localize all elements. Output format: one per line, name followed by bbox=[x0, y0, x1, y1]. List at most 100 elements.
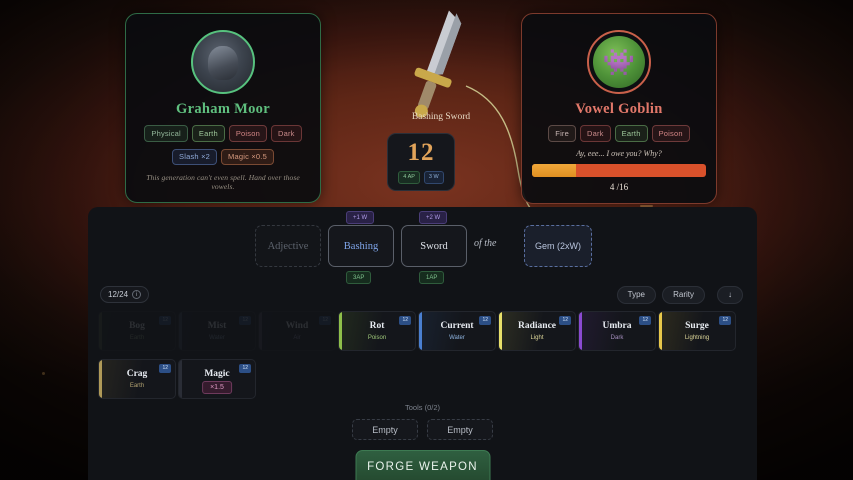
card-element: Dark bbox=[610, 335, 624, 341]
letter-counter[interactable]: 12/24 i bbox=[100, 286, 150, 303]
forge-weapon-button[interactable]: FORGE WEAPON bbox=[355, 450, 490, 480]
weapon-name: Bashing Sword bbox=[411, 112, 471, 122]
inventory-card[interactable]: Umbra Dark 12 bbox=[578, 311, 656, 351]
forge-panel: Adjective +1 W Bashing 3AP +2 W Sword 1A… bbox=[88, 207, 757, 480]
filter-rarity-button[interactable]: Rarity bbox=[662, 286, 705, 304]
word-builder: Adjective +1 W Bashing 3AP +2 W Sword 1A… bbox=[88, 207, 757, 284]
card-grid: Bog Earth 12 Mist Water 12 Wind Air 12 Rot Poison 1… bbox=[98, 311, 747, 399]
card-count-badge: 12 bbox=[239, 316, 251, 325]
enemy-panel: 👾 Vowel Goblin Fire Dark Earth Poison Ay… bbox=[521, 13, 717, 204]
card-accent-bar bbox=[659, 312, 662, 350]
card-title: Surge bbox=[685, 321, 709, 331]
inventory-card[interactable]: Bog Earth 12 bbox=[98, 311, 176, 351]
player-name: Graham Moor bbox=[176, 101, 270, 117]
player-avatar-figure bbox=[208, 46, 238, 81]
connector-text: of the bbox=[474, 238, 497, 249]
enemy-health-text: 4 /16 bbox=[609, 181, 629, 192]
enemy-tag-row: Fire Dark Earth Poison bbox=[532, 125, 706, 142]
card-count-badge: 12 bbox=[319, 316, 331, 325]
player-tag: Poison bbox=[228, 125, 267, 142]
card-count-badge: 12 bbox=[559, 316, 571, 325]
enemy-name: Vowel Goblin bbox=[575, 101, 663, 117]
card-title: Crag bbox=[126, 369, 148, 379]
card-multiplier-badge: ×1.5 bbox=[202, 381, 232, 394]
enemy-dialogue: Ay, eee... I owe you? Why? bbox=[576, 148, 662, 158]
damage-value: 12 bbox=[407, 139, 435, 167]
player-tag: Earth bbox=[191, 125, 225, 142]
enemy-health-fill bbox=[532, 163, 576, 177]
player-modifier: Magic ×0.5 bbox=[221, 148, 274, 165]
card-accent-bar bbox=[419, 312, 422, 350]
card-element: Lightning bbox=[684, 335, 710, 341]
slot-word-bashing[interactable]: Bashing bbox=[328, 225, 394, 267]
inventory-card[interactable]: Rot Poison 12 bbox=[338, 311, 416, 351]
enemy-avatar: 👾 bbox=[587, 30, 651, 94]
card-accent-bar bbox=[259, 312, 262, 350]
card-title: Umbra bbox=[602, 321, 632, 331]
damage-card: 12 4 AP 3 W bbox=[387, 133, 455, 191]
card-element: Air bbox=[293, 335, 301, 341]
enemy-health-bar bbox=[532, 163, 706, 177]
player-tag: Physical bbox=[144, 125, 188, 142]
card-count-badge: 12 bbox=[159, 364, 171, 373]
tool-slot-1[interactable]: Empty bbox=[352, 419, 418, 440]
slot-adjective[interactable]: Adjective bbox=[255, 225, 321, 267]
card-count-badge: 12 bbox=[479, 316, 491, 325]
card-title: Magic bbox=[204, 369, 230, 379]
bonus-badge-two: +2 W bbox=[419, 211, 448, 224]
player-tag-row: Physical Earth Poison Dark bbox=[136, 125, 310, 142]
weight-badge: 3 W bbox=[423, 171, 444, 184]
inventory-card[interactable]: Crag Earth 12 bbox=[98, 359, 176, 399]
info-icon[interactable]: i bbox=[132, 290, 142, 299]
inventory-card[interactable]: Radiance Light 12 bbox=[498, 311, 576, 351]
inventory-toolbar: 12/24 i Type Rarity ↓ bbox=[88, 286, 757, 310]
letter-counter-value: 12/24 bbox=[108, 290, 129, 299]
card-element: Earth bbox=[129, 383, 145, 389]
enemy-tag: Poison bbox=[651, 125, 690, 142]
slot-gem[interactable]: Gem (2xW) bbox=[524, 225, 592, 267]
card-count-badge: 12 bbox=[719, 316, 731, 325]
card-count-badge: 12 bbox=[639, 316, 651, 325]
inventory-card[interactable]: Current Water 12 bbox=[418, 311, 496, 351]
tools-label: Tools (0/2) bbox=[404, 403, 440, 412]
player-modifier-row: Slash ×2 Magic ×0.5 bbox=[136, 148, 310, 165]
enemy-tag: Fire bbox=[548, 125, 576, 142]
bonus-badge-one: +1 W bbox=[346, 211, 375, 224]
player-tag: Dark bbox=[270, 125, 302, 142]
ember-particle bbox=[640, 205, 653, 207]
inventory-card[interactable]: Magic ×1.5 12 bbox=[178, 359, 256, 399]
card-element: Water bbox=[209, 335, 225, 341]
card-element: Earth bbox=[129, 335, 145, 341]
filter-type-button[interactable]: Type bbox=[616, 286, 656, 304]
card-title: Rot bbox=[369, 321, 385, 331]
inventory-card[interactable]: Surge Lightning 12 bbox=[658, 311, 736, 351]
sort-descending-icon[interactable]: ↓ bbox=[717, 286, 743, 304]
card-accent-bar bbox=[179, 312, 182, 350]
card-title: Current bbox=[440, 321, 474, 331]
inventory-card[interactable]: Mist Water 12 bbox=[178, 311, 256, 351]
player-panel: Graham Moor Physical Earth Poison Dark S… bbox=[125, 13, 321, 203]
card-title: Mist bbox=[207, 321, 227, 331]
armor-pierce-badge: 4 AP bbox=[398, 171, 420, 184]
card-accent-bar bbox=[339, 312, 342, 350]
slot-word-sword[interactable]: Sword bbox=[401, 225, 467, 267]
card-title: Bog bbox=[129, 321, 145, 331]
sword-icon bbox=[414, 10, 539, 214]
tool-slot-row: Empty Empty bbox=[88, 419, 757, 440]
ap-badge-two: 1AP bbox=[419, 271, 445, 284]
tools-section: Tools (0/2) Empty Empty bbox=[88, 403, 757, 440]
card-element: Light bbox=[530, 335, 544, 341]
card-count-badge: 12 bbox=[399, 316, 411, 325]
inventory-card[interactable]: Wind Air 12 bbox=[258, 311, 336, 351]
card-count-badge: 12 bbox=[239, 364, 251, 373]
player-modifier: Slash ×2 bbox=[172, 148, 218, 165]
player-avatar bbox=[191, 30, 255, 94]
card-title: Radiance bbox=[518, 321, 556, 331]
tool-slot-2[interactable]: Empty bbox=[427, 419, 493, 440]
card-title: Wind bbox=[285, 321, 309, 331]
card-accent-bar bbox=[579, 312, 582, 350]
card-element: Water bbox=[449, 335, 465, 341]
ember-particle bbox=[42, 372, 45, 375]
enemy-tag: Earth bbox=[614, 125, 648, 142]
